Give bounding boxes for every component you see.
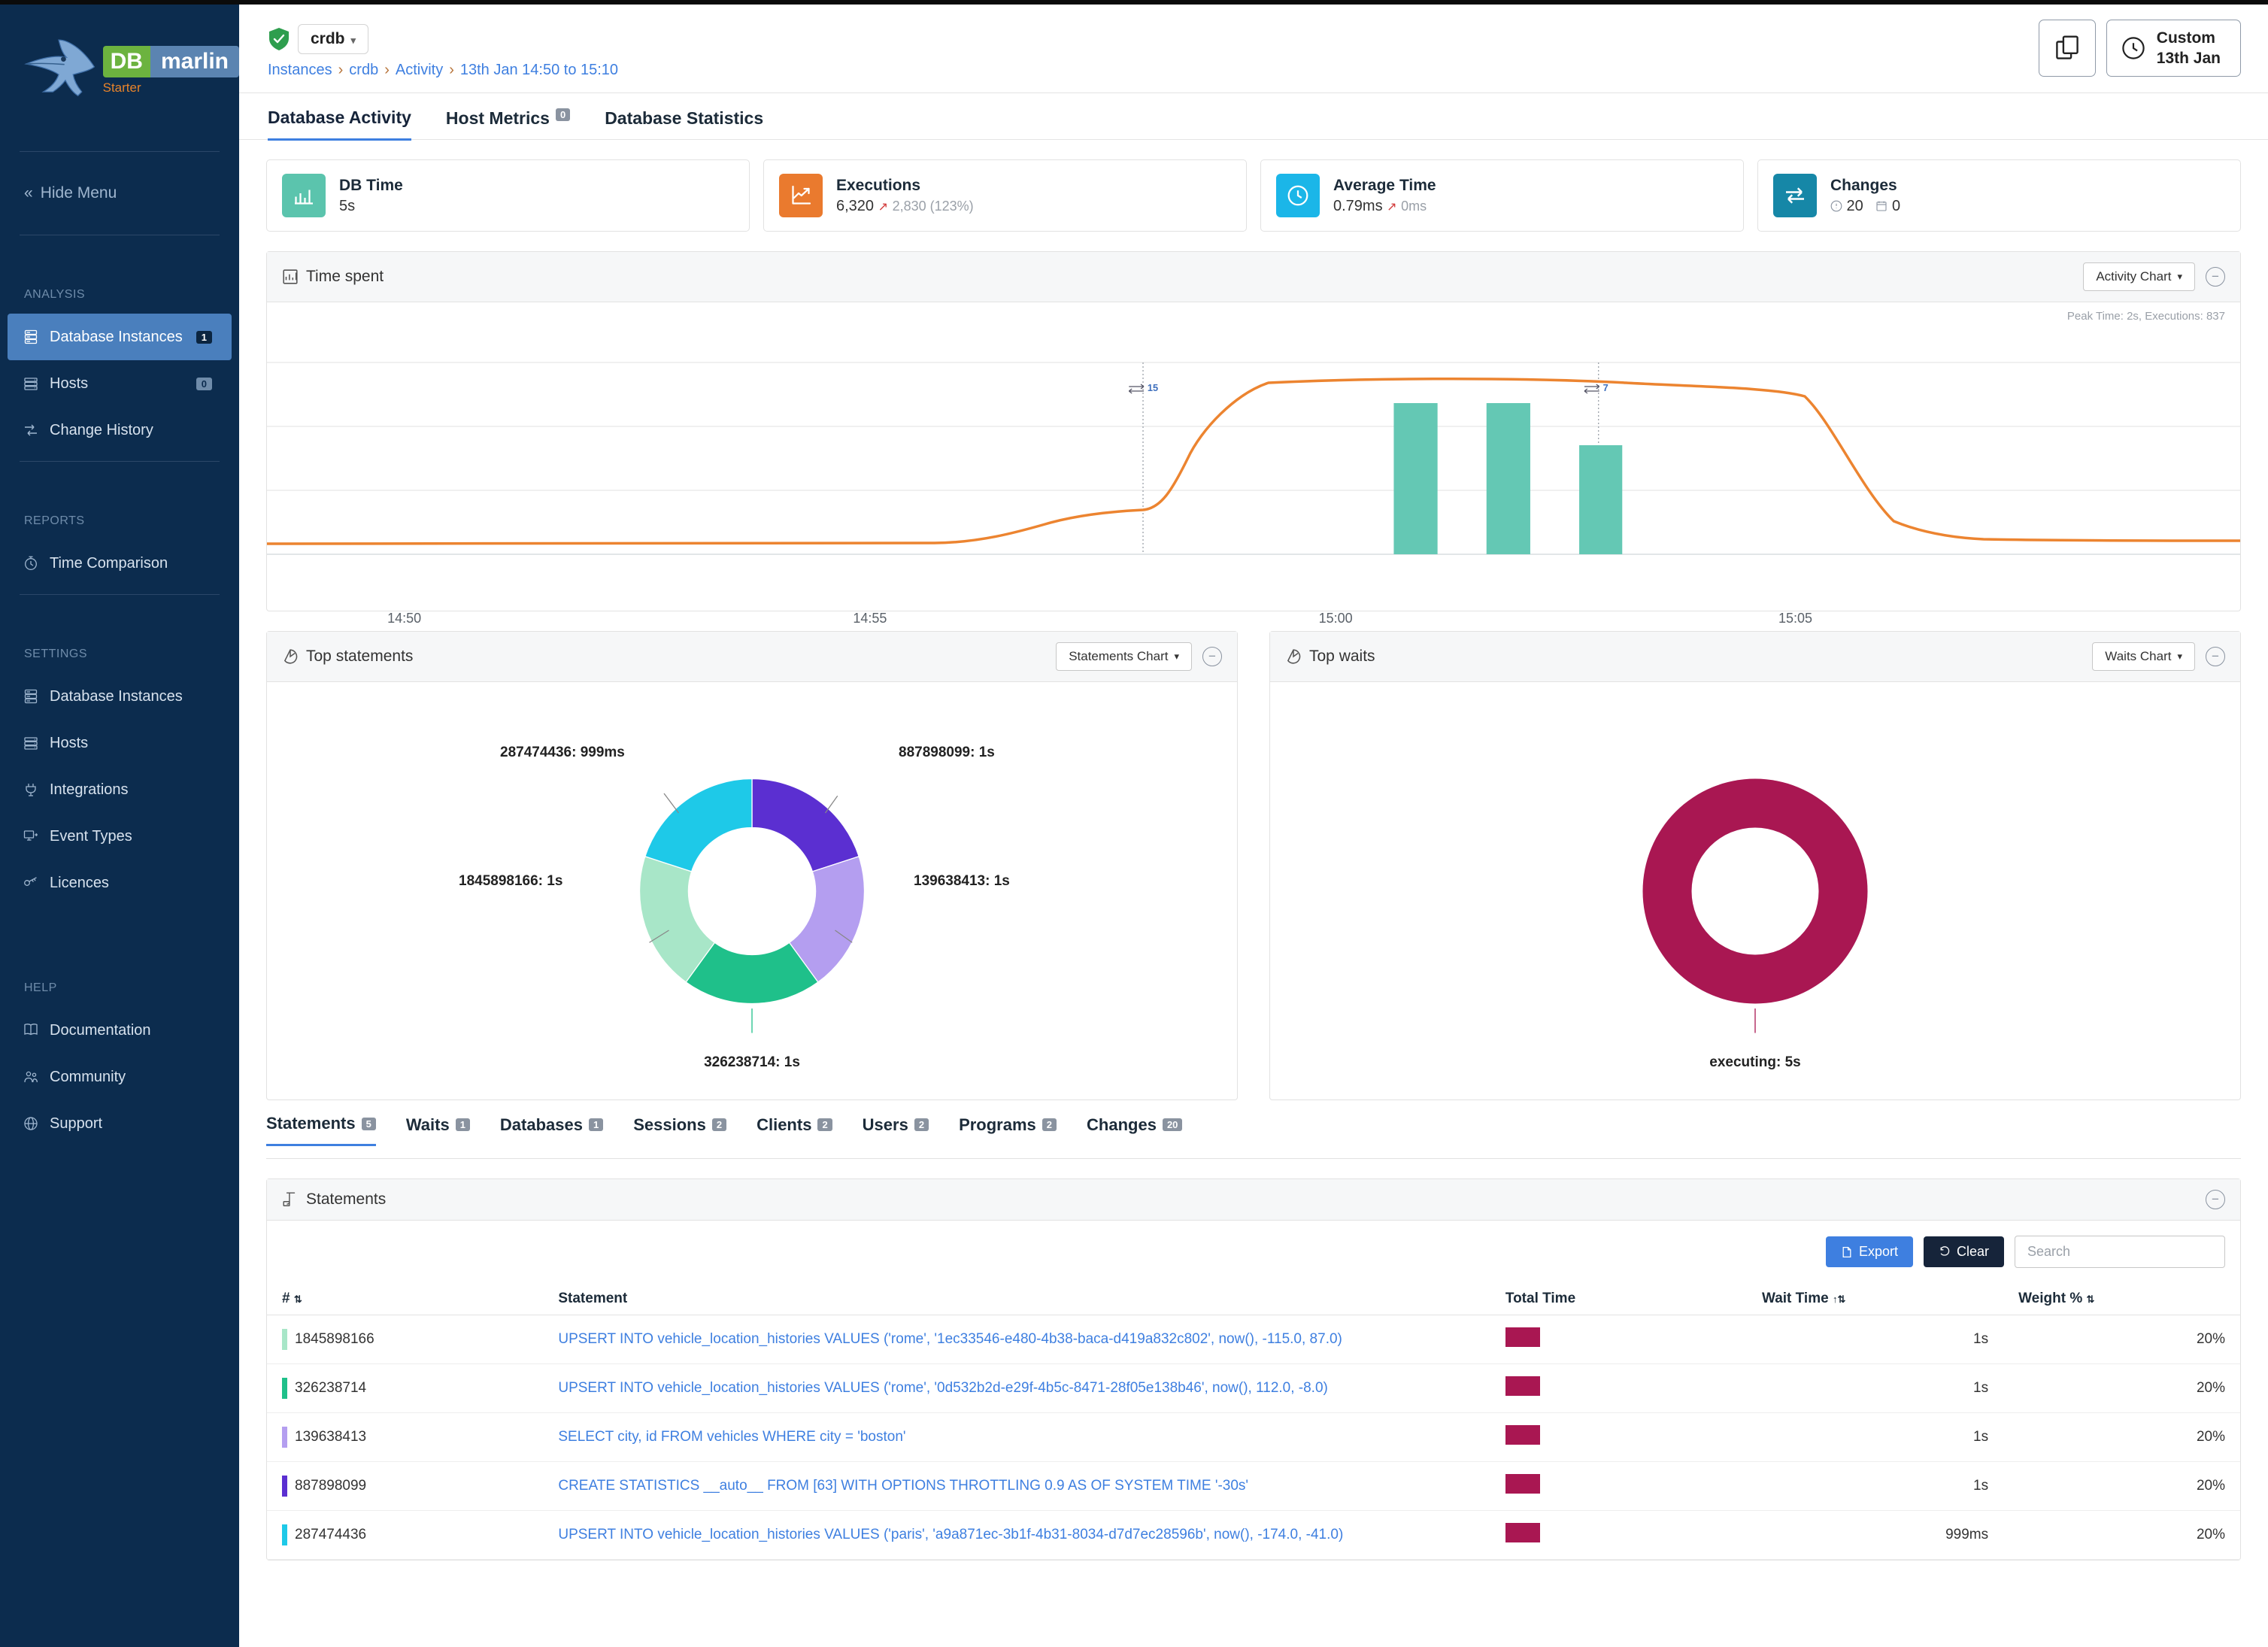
svg-text:7: 7: [1603, 382, 1609, 393]
svg-text:15: 15: [1148, 382, 1158, 393]
